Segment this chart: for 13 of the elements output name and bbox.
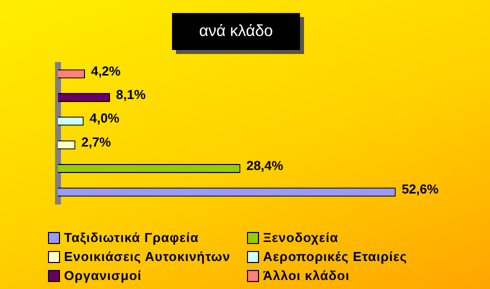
data-label: 2,7% [81,134,112,150]
legend-label: Άλλοι κλάδοι [263,268,350,283]
chart-title: ανά κλάδο [172,13,300,50]
legend-label: Ταξιδιωτικά Γραφεία [64,230,199,245]
data-label: 4,2% [90,63,122,78]
data-label: 8,1% [116,87,146,102]
data-label: 52,6% [402,182,440,197]
legend-label: Οργανισμοί [64,268,142,283]
legend-label: Ενοικιάσεις Αυτοκινήτων [64,249,230,264]
legend-label: Ξενοδοχεία [263,230,338,245]
legend-label: Αεροπορικές Εταιρίες [263,249,408,264]
data-label: 28,4% [246,158,284,174]
data-label: 4,0% [90,110,120,126]
